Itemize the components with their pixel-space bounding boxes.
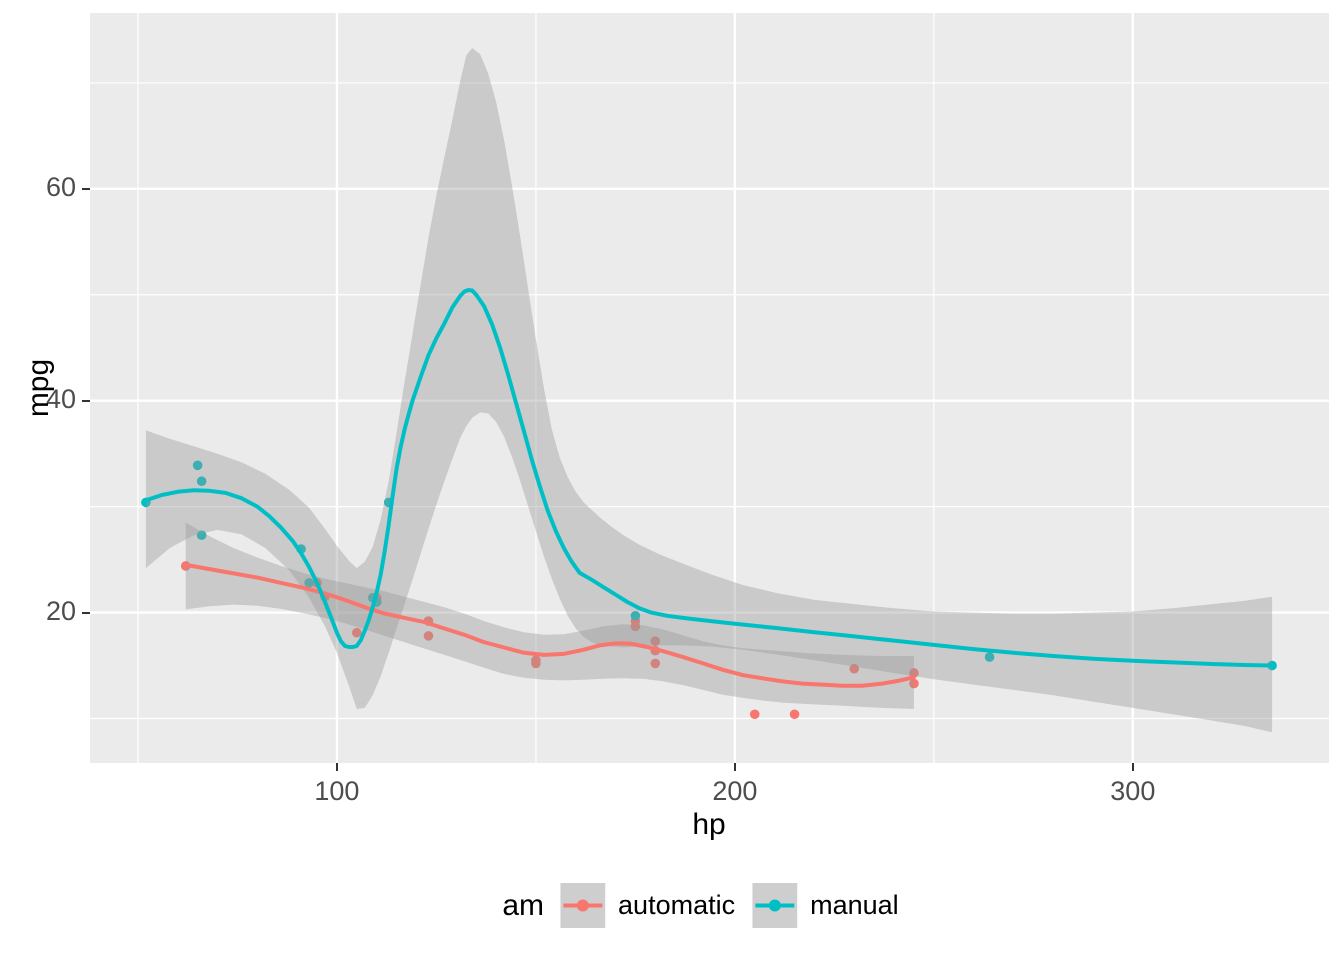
y-tick-mark <box>82 399 90 402</box>
plot-svg <box>90 13 1329 763</box>
x-tick-label: 200 <box>712 776 758 806</box>
x-tick-mark <box>733 763 736 771</box>
x-tick-label: 300 <box>1110 776 1156 806</box>
legend-label-manual: manual <box>810 890 899 920</box>
x-tick-label: 100 <box>314 776 360 806</box>
x-tick-mark <box>1131 763 1134 771</box>
legend-entry-automatic: automatic <box>560 883 752 928</box>
legend-entry-manual: manual <box>752 883 916 928</box>
y-tick-label: 60 <box>45 171 76 202</box>
x-axis-title: hp <box>692 808 726 841</box>
legend: am automatic manual <box>502 883 915 928</box>
y-tick-label: 20 <box>45 595 76 626</box>
plot-panel <box>90 13 1329 763</box>
legend-key-automatic <box>560 883 606 928</box>
y-tick-mark <box>82 187 90 190</box>
y-axis-title: mpg <box>22 358 56 418</box>
legend-title: am <box>502 888 545 922</box>
y-tick-label: 40 <box>45 383 76 414</box>
legend-key-manual <box>752 883 798 928</box>
x-tick-mark <box>335 763 338 771</box>
y-tick-mark <box>82 611 90 614</box>
legend-label-automatic: automatic <box>618 890 736 920</box>
